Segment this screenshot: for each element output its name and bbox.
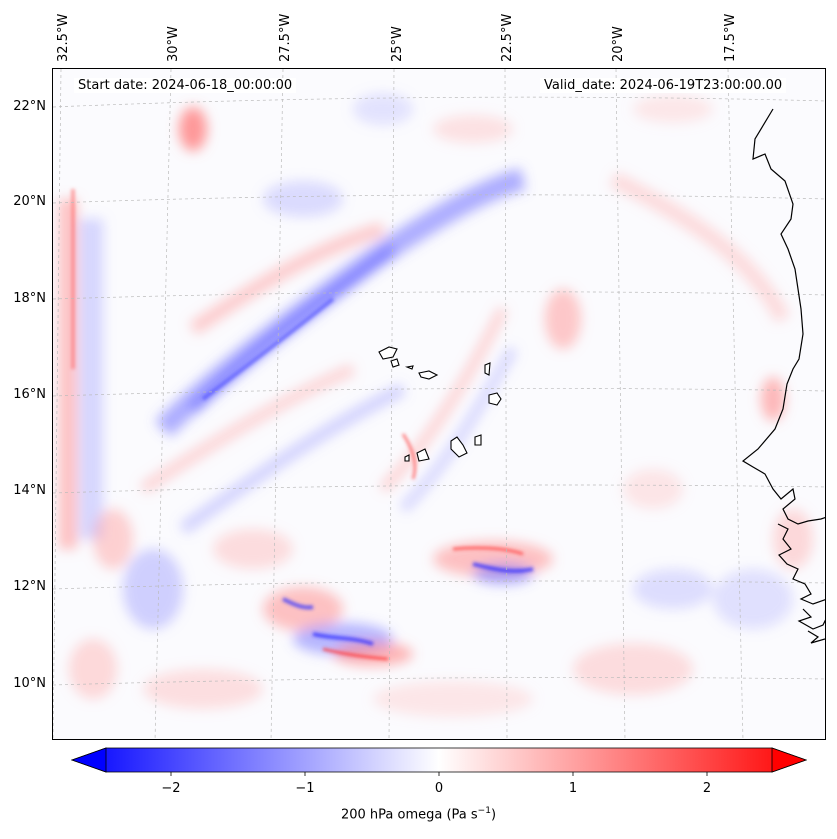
colorbar-tick-2: 2: [702, 781, 712, 796]
field-background: [53, 69, 825, 739]
cape-verde-islands: [378, 346, 502, 462]
colorbar-min-extend: [70, 747, 107, 773]
lon-label-30w: 30°W: [166, 26, 181, 62]
lat-label-10n: 10°N: [13, 676, 46, 691]
lat-label-16n: 16°N: [13, 387, 46, 402]
lon-label-25w: 25°W: [390, 26, 405, 62]
omega-field-streaks: [71, 189, 534, 661]
lon-label-17-5w: 17.5°W: [723, 13, 738, 62]
colorbar-bar: [70, 747, 808, 773]
omega-field-map: [53, 69, 825, 739]
colorbar-tick-neg2: −2: [161, 781, 181, 796]
graticule-lines: [53, 69, 825, 739]
lat-label-18n: 18°N: [13, 291, 46, 306]
start-date-label: Start date: 2024-06-18_00:00:00: [74, 78, 297, 93]
colorbar-tick-neg1: −1: [295, 781, 315, 796]
lat-label-20n: 20°N: [13, 194, 46, 209]
lat-label-14n: 14°N: [13, 483, 46, 498]
coastline: [741, 108, 825, 644]
lat-label-12n: 12°N: [13, 579, 46, 594]
colorbar-label-prefix: 200 hPa omega (Pa s: [340, 807, 478, 823]
colorbar-max-extend: [771, 747, 808, 773]
lon-label-32-5w: 32.5°W: [56, 13, 71, 62]
valid-date-label: Valid_date: 2024-06-19T23:00:00.00: [540, 78, 787, 93]
lon-label-27-5w: 27.5°W: [278, 13, 293, 62]
lon-label-22-5w: 22.5°W: [500, 13, 515, 62]
lat-label-22n: 22°N: [13, 99, 46, 114]
colorbar-label: 200 hPa omega (Pa s−1): [0, 806, 837, 822]
colorbar-label-suffix: ): [490, 807, 497, 823]
lon-label-20w: 20°W: [611, 26, 626, 62]
colorbar-ticks: [170, 772, 708, 776]
colorbar-tick-1: 1: [568, 781, 578, 796]
colorbar-tick-0: 0: [434, 781, 444, 796]
colorbar-label-exponent: −1: [477, 806, 491, 816]
map-panel: [52, 68, 826, 740]
